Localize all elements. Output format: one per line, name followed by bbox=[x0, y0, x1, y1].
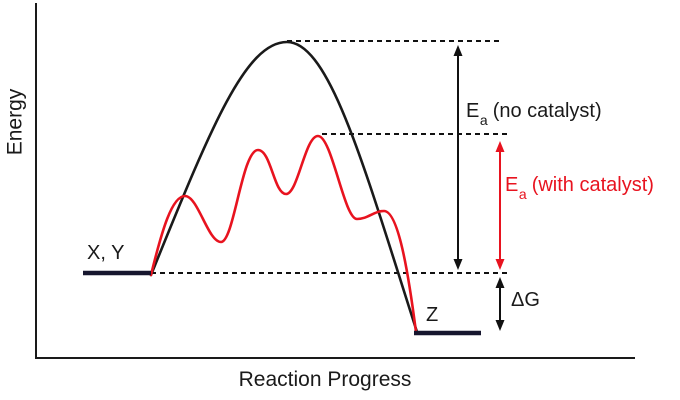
ea-symbol: E bbox=[505, 174, 519, 196]
ea-with-catalyst-arrow-head-down bbox=[495, 259, 505, 270]
delta-g-arrow-head-up bbox=[495, 277, 505, 288]
ea-with-catalyst-arrow-head-up bbox=[495, 141, 505, 152]
ea-symbol: E bbox=[466, 100, 480, 122]
product-label: Z bbox=[426, 304, 439, 326]
delta-g-arrow-head-down bbox=[495, 320, 505, 331]
ea-no-catalyst-arrow-head-down bbox=[453, 259, 463, 270]
ea-subscript: a bbox=[518, 186, 527, 202]
ea-with-catalyst-text: (with catalyst) bbox=[526, 174, 654, 196]
y-axis-label: Energy bbox=[3, 88, 27, 156]
ea-with-catalyst-label: Ea (with catalyst) bbox=[505, 174, 654, 201]
ea-no-catalyst-label: Ea (no catalyst) bbox=[466, 100, 602, 127]
reactants-label: X, Y bbox=[87, 242, 125, 264]
ea-no-catalyst-arrow-head-up bbox=[453, 45, 463, 56]
ea-no-catalyst-text: (no catalyst) bbox=[487, 100, 602, 122]
curve-with-catalyst bbox=[149, 134, 418, 334]
curve-no-catalyst bbox=[149, 40, 419, 334]
ea-subscript: a bbox=[479, 112, 488, 128]
delta-g-label: ΔG bbox=[511, 289, 540, 311]
x-axis-label: Reaction Progress bbox=[238, 368, 412, 391]
